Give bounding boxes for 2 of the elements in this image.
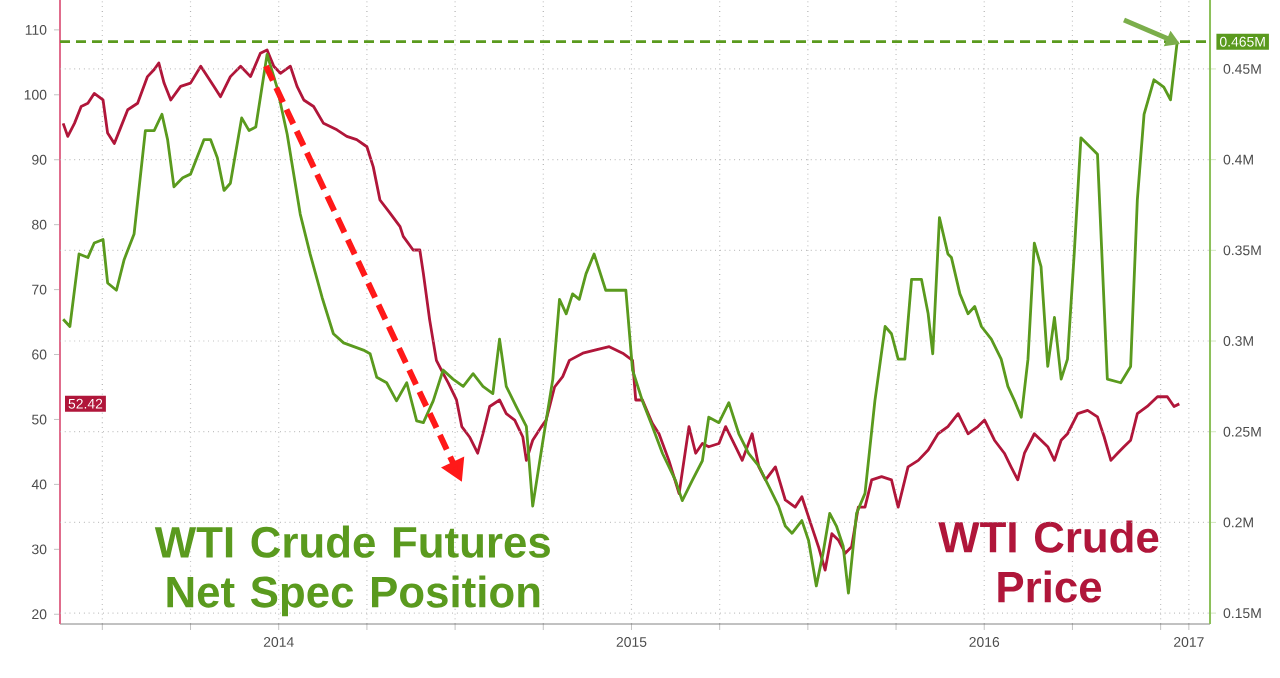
series-label: WTI Crude Futures Net Spec Position	[154, 525, 550, 617]
series-label: WTI Crude Price	[938, 520, 1159, 603]
